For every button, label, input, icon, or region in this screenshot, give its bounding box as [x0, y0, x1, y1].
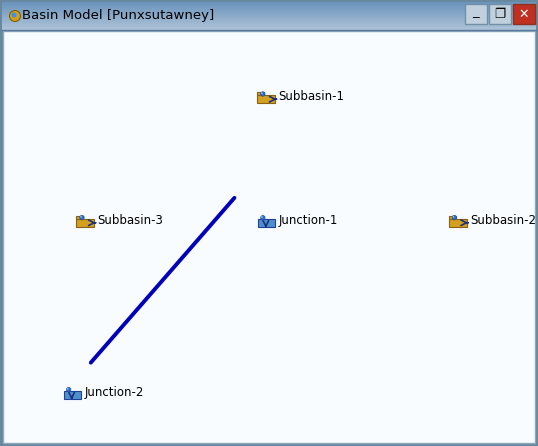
Bar — [2, 19, 536, 20]
Bar — [2, 10, 536, 11]
Text: Subbasin-3: Subbasin-3 — [97, 214, 164, 227]
Bar — [2, 15, 536, 16]
Circle shape — [80, 215, 84, 220]
Circle shape — [11, 12, 17, 17]
Circle shape — [261, 92, 263, 94]
Text: ❐: ❐ — [494, 8, 506, 21]
Bar — [258, 219, 275, 227]
Text: Junction-2: Junction-2 — [84, 386, 144, 399]
Bar — [2, 13, 536, 14]
Bar — [2, 7, 536, 8]
Bar — [2, 24, 536, 25]
Bar — [2, 3, 536, 4]
Circle shape — [452, 215, 457, 220]
Bar — [2, 8, 536, 9]
Bar — [2, 21, 536, 22]
Bar — [2, 5, 536, 6]
Bar — [2, 20, 536, 21]
Bar — [257, 95, 275, 103]
Bar — [2, 17, 536, 18]
Bar — [2, 9, 536, 10]
Bar — [2, 27, 536, 28]
Circle shape — [67, 388, 71, 392]
Circle shape — [80, 216, 82, 218]
Circle shape — [260, 215, 265, 220]
FancyBboxPatch shape — [465, 4, 487, 24]
Circle shape — [452, 216, 454, 218]
Circle shape — [261, 216, 263, 218]
Bar — [257, 92, 264, 95]
Bar — [449, 216, 456, 219]
Circle shape — [67, 388, 68, 390]
Text: ─: ─ — [472, 12, 479, 22]
Bar — [449, 219, 467, 227]
Bar — [2, 28, 536, 29]
Bar — [2, 26, 536, 27]
FancyBboxPatch shape — [489, 4, 511, 24]
Text: Basin Model [Punxsutawney]: Basin Model [Punxsutawney] — [22, 9, 214, 22]
Bar — [2, 23, 536, 24]
Bar — [2, 16, 536, 17]
Bar — [2, 6, 536, 7]
Bar — [63, 391, 81, 399]
Circle shape — [260, 92, 265, 96]
Bar — [2, 18, 536, 19]
Bar — [2, 25, 536, 26]
Bar — [2, 11, 536, 12]
Text: Subbasin-1: Subbasin-1 — [278, 91, 344, 103]
Circle shape — [10, 11, 20, 21]
FancyBboxPatch shape — [513, 4, 535, 24]
Bar — [2, 2, 536, 3]
Text: Subbasin-2: Subbasin-2 — [470, 214, 536, 227]
Bar — [76, 219, 95, 227]
Bar — [2, 22, 536, 23]
Bar — [2, 29, 536, 30]
Bar — [2, 14, 536, 15]
Bar — [2, 4, 536, 5]
Text: ✕: ✕ — [519, 8, 529, 21]
Bar — [2, 12, 536, 13]
Bar — [76, 216, 83, 219]
Text: Junction-1: Junction-1 — [278, 214, 338, 227]
